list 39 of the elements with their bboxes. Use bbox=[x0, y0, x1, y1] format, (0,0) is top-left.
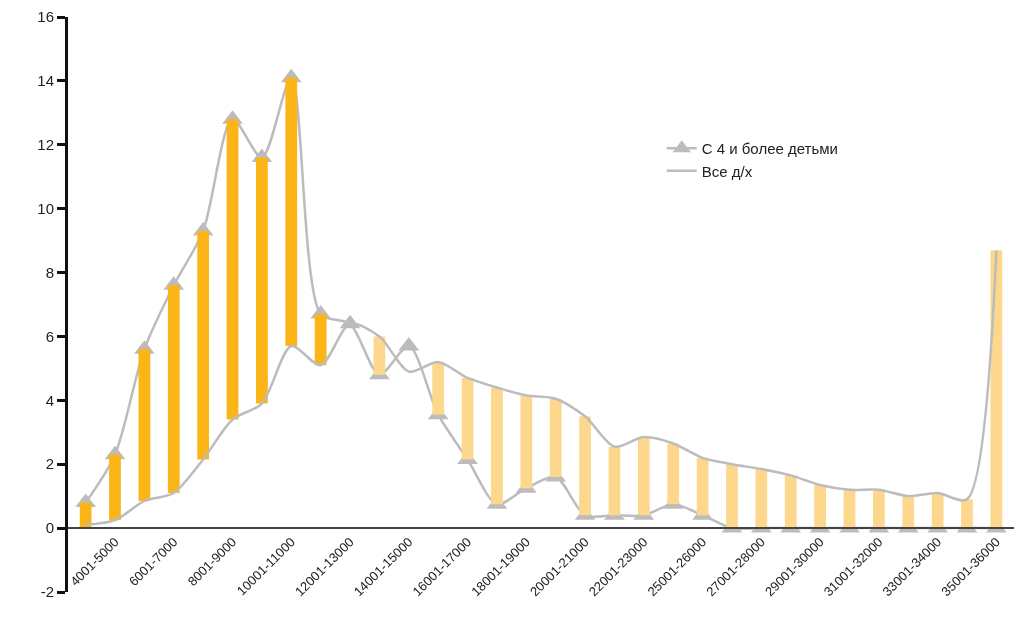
y-tick-label: -2 bbox=[40, 583, 54, 601]
bar bbox=[256, 157, 268, 404]
y-tick-label: 2 bbox=[45, 455, 54, 473]
legend-label: Все д/х bbox=[701, 162, 753, 180]
bar bbox=[432, 362, 445, 415]
bar bbox=[549, 398, 562, 477]
bar bbox=[784, 475, 797, 529]
y-tick-label: 14 bbox=[37, 72, 54, 90]
bar bbox=[138, 349, 151, 501]
bar bbox=[520, 395, 533, 489]
bar bbox=[608, 446, 621, 516]
y-tick-label: 10 bbox=[37, 199, 54, 217]
bar bbox=[814, 484, 826, 529]
y-tick-label: 0 bbox=[45, 519, 54, 537]
bar bbox=[79, 502, 92, 529]
bar bbox=[491, 387, 503, 505]
bar bbox=[226, 119, 239, 420]
y-tick-label: 4 bbox=[45, 391, 54, 409]
bar bbox=[314, 314, 327, 366]
bar bbox=[373, 336, 386, 375]
bar bbox=[285, 77, 298, 347]
bar bbox=[696, 457, 709, 516]
bar bbox=[461, 377, 474, 460]
bar bbox=[872, 489, 885, 529]
y-tick-label: 12 bbox=[37, 136, 54, 154]
bar bbox=[902, 496, 915, 529]
bar bbox=[667, 443, 680, 505]
bar bbox=[961, 499, 973, 529]
bar bbox=[197, 231, 210, 460]
bar bbox=[167, 285, 180, 493]
bar bbox=[755, 469, 768, 529]
bar bbox=[579, 416, 591, 516]
legend-label: С 4 и более детьми bbox=[701, 140, 838, 158]
bar bbox=[109, 454, 121, 521]
y-tick-label: 16 bbox=[37, 8, 54, 26]
y-tick-label: 8 bbox=[45, 263, 54, 281]
bar bbox=[637, 437, 650, 516]
bar bbox=[726, 464, 738, 529]
y-tick-label: 6 bbox=[45, 327, 54, 345]
